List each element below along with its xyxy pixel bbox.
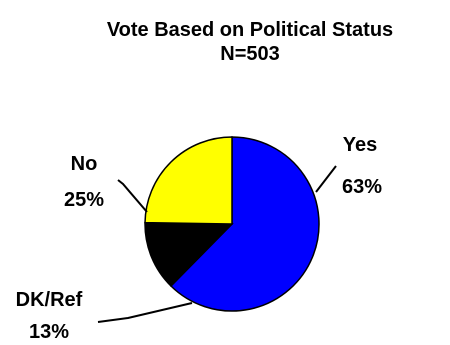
leader-line-yes [315, 165, 337, 193]
chart-title-block: Vote Based on Political Status N=503 [0, 18, 450, 66]
slice-label-dkref: DK/Ref [16, 289, 83, 311]
slice-value-yes: 63% [342, 176, 382, 198]
slice-label-yes: Yes [343, 134, 377, 156]
pie-slice-no [144, 136, 233, 225]
pie-slice-yes [169, 136, 320, 312]
chart-title: Vote Based on Political Status [106, 19, 394, 41]
leader-line-dkref [97, 302, 193, 323]
leader-line-no [117, 179, 148, 213]
pie-slices [144, 136, 320, 312]
chart-subtitle: N=503 [220, 43, 280, 65]
slice-label-no: No [71, 153, 98, 175]
pie-slice-dkref [144, 221, 234, 288]
leader-lines [97, 165, 337, 323]
slice-value-dkref: 13% [29, 321, 69, 343]
slice-value-no: 25% [64, 189, 104, 211]
